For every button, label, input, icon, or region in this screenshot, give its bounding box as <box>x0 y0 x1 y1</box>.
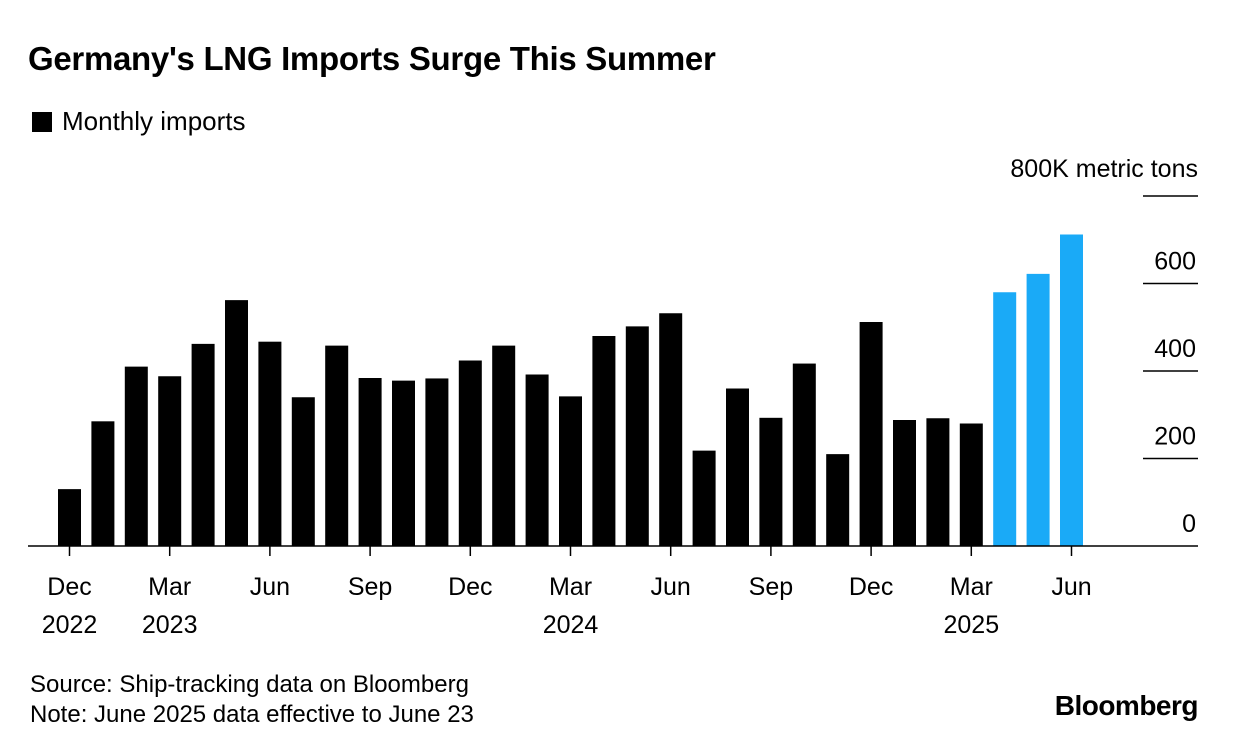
x-tick-label: Mar <box>148 573 191 601</box>
bloomberg-logo: Bloomberg <box>1054 690 1199 721</box>
x-tick-label: Dec <box>849 573 893 601</box>
bar-apr-2024 <box>592 336 616 546</box>
bar-may-2023 <box>225 300 248 546</box>
x-tick-label: Dec <box>47 573 91 601</box>
legend-label: Monthly imports <box>62 106 246 136</box>
footer-notes: Source: Ship-tracking data on Bloomberg … <box>30 670 474 730</box>
bar-apr-2023 <box>191 343 215 546</box>
x-tick-label: Dec <box>448 573 492 601</box>
x-tick-label: Jun <box>651 573 691 601</box>
bar-nov-2024 <box>826 454 850 546</box>
chart-title: Germany's LNG Imports Surge This Summer <box>28 40 716 77</box>
bar-mar-2023 <box>158 376 182 546</box>
x-tick-year-label: 2024 <box>543 611 599 639</box>
bar-mar-2024 <box>559 396 582 546</box>
bar-feb-2023 <box>124 366 148 546</box>
bar-jan-2024 <box>492 345 516 546</box>
legend-swatch <box>32 111 52 132</box>
bar-jun-2023 <box>258 341 282 546</box>
bar-jul-2023 <box>291 397 315 546</box>
bar-feb-2024 <box>525 374 549 546</box>
bar-jan-2023 <box>91 421 115 546</box>
x-tick-label: Sep <box>749 573 793 601</box>
bar-nov-2023 <box>425 378 449 546</box>
y-tick-label: 200 <box>1154 423 1196 451</box>
x-tick-label: Sep <box>348 573 392 601</box>
x-tick-year-label: 2025 <box>943 611 999 639</box>
x-tick-year-label: 2022 <box>42 611 98 639</box>
bar-aug-2023 <box>325 345 349 546</box>
source-text: Source: Ship-tracking data on Bloomberg <box>30 671 469 698</box>
x-tick-label: Jun <box>250 573 290 601</box>
bar-aug-2024 <box>726 388 749 546</box>
note-text: Note: June 2025 data effective to June 2… <box>30 701 474 728</box>
bar-dec-2024 <box>859 322 883 546</box>
bar-oct-2024 <box>792 363 816 546</box>
bar-dec-2022 <box>58 489 81 546</box>
bar-apr-2025 <box>993 292 1017 546</box>
bar-jan-2025 <box>893 420 916 546</box>
bar-sep-2023 <box>358 378 382 546</box>
bar-feb-2025 <box>926 418 950 546</box>
x-tick-label: Jun <box>1051 573 1091 601</box>
bar-oct-2023 <box>392 380 415 546</box>
x-tick-label: Mar <box>549 573 592 601</box>
bar-may-2025 <box>1026 273 1050 546</box>
bar-chart: 0 200 400 600 800K metric tons Dec 2022 Mar 2023… <box>28 155 1198 639</box>
x-tick-year-label: 2023 <box>142 611 198 639</box>
y-unit-label: 800K metric tons <box>1010 155 1198 183</box>
y-tick-label: 400 <box>1154 335 1196 363</box>
bar-mar-2025 <box>959 423 983 546</box>
bar-dec-2023 <box>458 360 482 546</box>
x-tick-label: Mar <box>950 573 993 601</box>
bar-jul-2024 <box>692 450 716 546</box>
bar-jun-2025 <box>1060 234 1083 546</box>
bar-sep-2024 <box>759 417 783 546</box>
y-tick-label: 0 <box>1182 510 1196 538</box>
bar-may-2024 <box>625 326 649 546</box>
bar-jun-2024 <box>659 313 683 546</box>
legend: Monthly imports <box>32 106 246 137</box>
y-tick-label: 600 <box>1154 248 1196 276</box>
